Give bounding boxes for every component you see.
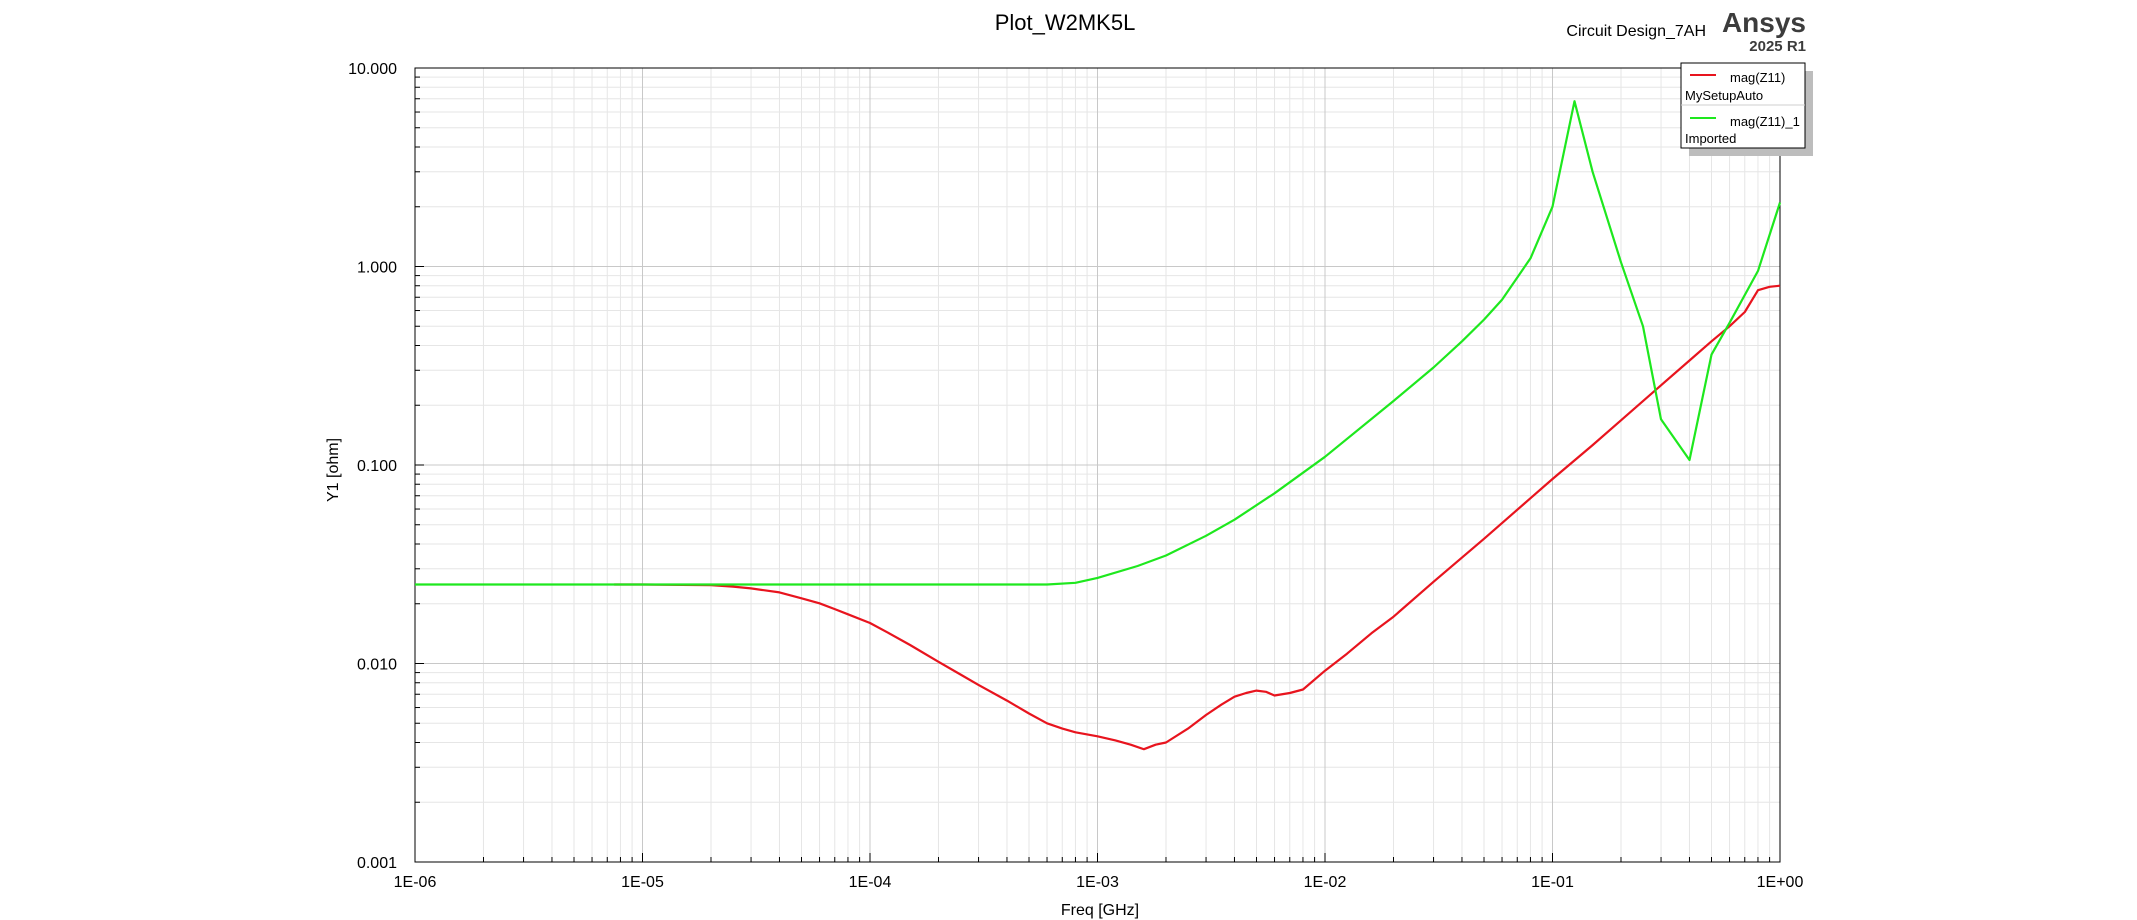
series-line-mag-z11-1[interactable] — [415, 100, 1782, 586]
y-axis-label: Y1 [ohm] — [325, 438, 342, 502]
y-tick-label: 0.001 — [357, 855, 397, 872]
series-layer — [415, 100, 1782, 751]
legend[interactable]: mag(Z11) MySetupAuto mag(Z11)_1 Imported — [1680, 62, 1813, 156]
legend-label-mag-z11: mag(Z11) — [1730, 70, 1785, 85]
y-axis-ticks: 0.001 0.010 0.100 1.000 10.000 — [348, 61, 424, 872]
brand-version: 2025 R1 — [1749, 38, 1806, 55]
x-tick-label: 1E-02 — [1304, 874, 1347, 891]
legend-sub-imported: Imported — [1685, 131, 1736, 146]
y-tick-label: 1.000 — [357, 260, 397, 277]
chart-title: Plot_W2MK5L — [995, 10, 1136, 35]
legend-sub-mysetupauto: MySetupAuto — [1685, 88, 1763, 103]
brand-logo: Ansys — [1722, 7, 1806, 38]
design-name: Circuit Design_7AH — [1566, 23, 1706, 40]
x-tick-label: 1E-01 — [1531, 874, 1574, 891]
y-tick-label: 10.000 — [348, 61, 397, 78]
y-tick-label: 0.010 — [357, 657, 397, 674]
x-axis-label: Freq [GHz] — [1061, 902, 1139, 919]
series-line-mag-z11[interactable] — [614, 284, 1781, 751]
x-axis-ticks: 1E-06 1E-05 1E-04 1E-03 1E-02 1E-01 1E+00 — [394, 853, 1804, 891]
x-tick-label: 1E-04 — [849, 874, 892, 891]
x-tick-label: 1E-05 — [621, 874, 664, 891]
x-tick-label: 1E-03 — [1076, 874, 1119, 891]
x-tick-label: 1E+00 — [1757, 874, 1804, 891]
y-tick-label: 0.100 — [357, 458, 397, 475]
x-tick-label: 1E-06 — [394, 874, 437, 891]
legend-label-mag-z11-1: mag(Z11)_1 — [1730, 114, 1800, 129]
